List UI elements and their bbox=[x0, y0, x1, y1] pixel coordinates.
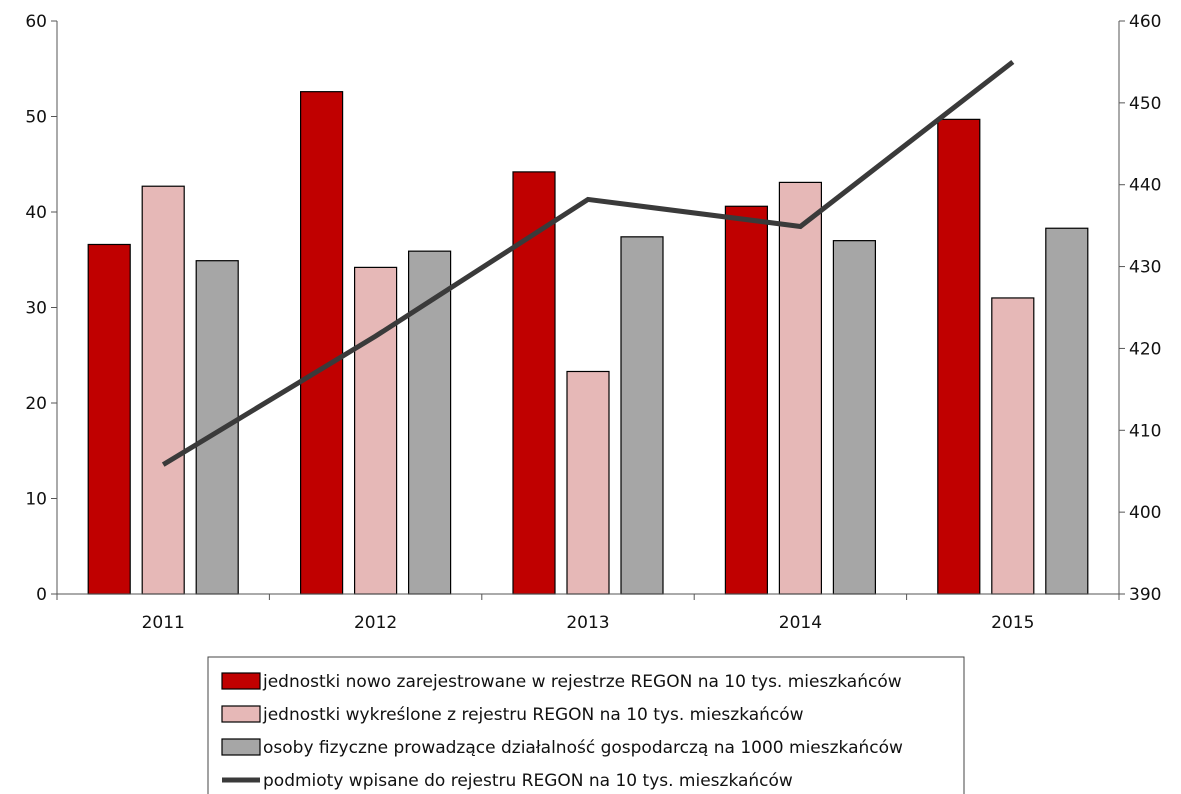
legend-label-s2: jednostki wykreślone z rejestru REGON na… bbox=[262, 705, 804, 725]
bar-2011-s2 bbox=[141, 185, 185, 595]
y-tick-label-right: 460 bbox=[1129, 12, 1161, 32]
legend-label-s3: osoby fizyczne prowadzące działalność go… bbox=[263, 738, 903, 758]
bar-2015-s3 bbox=[1045, 227, 1089, 595]
legend-swatch-s1 bbox=[221, 672, 261, 690]
y-tick-label-left: 60 bbox=[25, 12, 47, 32]
legend-swatch-s3 bbox=[221, 738, 261, 756]
y-tick-label-left: 20 bbox=[25, 394, 47, 414]
y-tick-label-right: 440 bbox=[1129, 176, 1161, 196]
bar-2014-s2 bbox=[778, 181, 823, 595]
x-tick-label: 2012 bbox=[354, 613, 397, 633]
y-tick-label-left: 30 bbox=[25, 299, 47, 319]
x-tick-label: 2015 bbox=[991, 613, 1034, 633]
legend-swatch-s2 bbox=[221, 705, 261, 723]
y-tick-label-left: 40 bbox=[25, 203, 47, 223]
bar-2015-s2 bbox=[991, 297, 1035, 595]
y-tick-label-right: 410 bbox=[1129, 421, 1161, 441]
legend: jednostki nowo zarejestrowane w rejestrz… bbox=[207, 656, 965, 794]
bar-2014-s1 bbox=[724, 205, 769, 595]
y-tick-label-right: 450 bbox=[1129, 94, 1161, 114]
y-tick-label-right: 400 bbox=[1129, 503, 1161, 523]
y-tick-label-left: 0 bbox=[36, 585, 47, 605]
line-series-s4 bbox=[161, 59, 1015, 467]
y-tick-label-right: 390 bbox=[1129, 585, 1161, 605]
legend-box bbox=[207, 656, 965, 794]
x-tick-label: 2013 bbox=[566, 613, 609, 633]
bar-2013-s2 bbox=[566, 370, 610, 595]
bar-2014-s3 bbox=[832, 240, 877, 595]
y-tick-label-right: 420 bbox=[1129, 339, 1161, 359]
legend-label-s1: jednostki nowo zarejestrowane w rejestrz… bbox=[262, 672, 902, 692]
axes: 0 10 20 30 40 50 60 390 400 410 420 430 440 450 460 201… bbox=[25, 12, 1161, 633]
y-tick-label-right: 430 bbox=[1129, 258, 1161, 278]
bar-2011-s3 bbox=[195, 260, 239, 595]
bar-2011-s1 bbox=[87, 243, 131, 595]
bar-2015-s1 bbox=[937, 118, 981, 595]
bar-2013-s3 bbox=[620, 236, 664, 595]
x-tick-label: 2011 bbox=[142, 613, 185, 633]
y-tick-label-left: 10 bbox=[25, 490, 47, 510]
plot-area bbox=[87, 59, 1089, 595]
legend-label-s4: podmioty wpisane do rejestru REGON na 10… bbox=[263, 771, 793, 791]
x-tick-label: 2014 bbox=[779, 613, 822, 633]
y-tick-label-left: 50 bbox=[25, 108, 47, 128]
bar-2012-s1 bbox=[300, 91, 344, 595]
bar-2012-s2 bbox=[354, 266, 398, 595]
